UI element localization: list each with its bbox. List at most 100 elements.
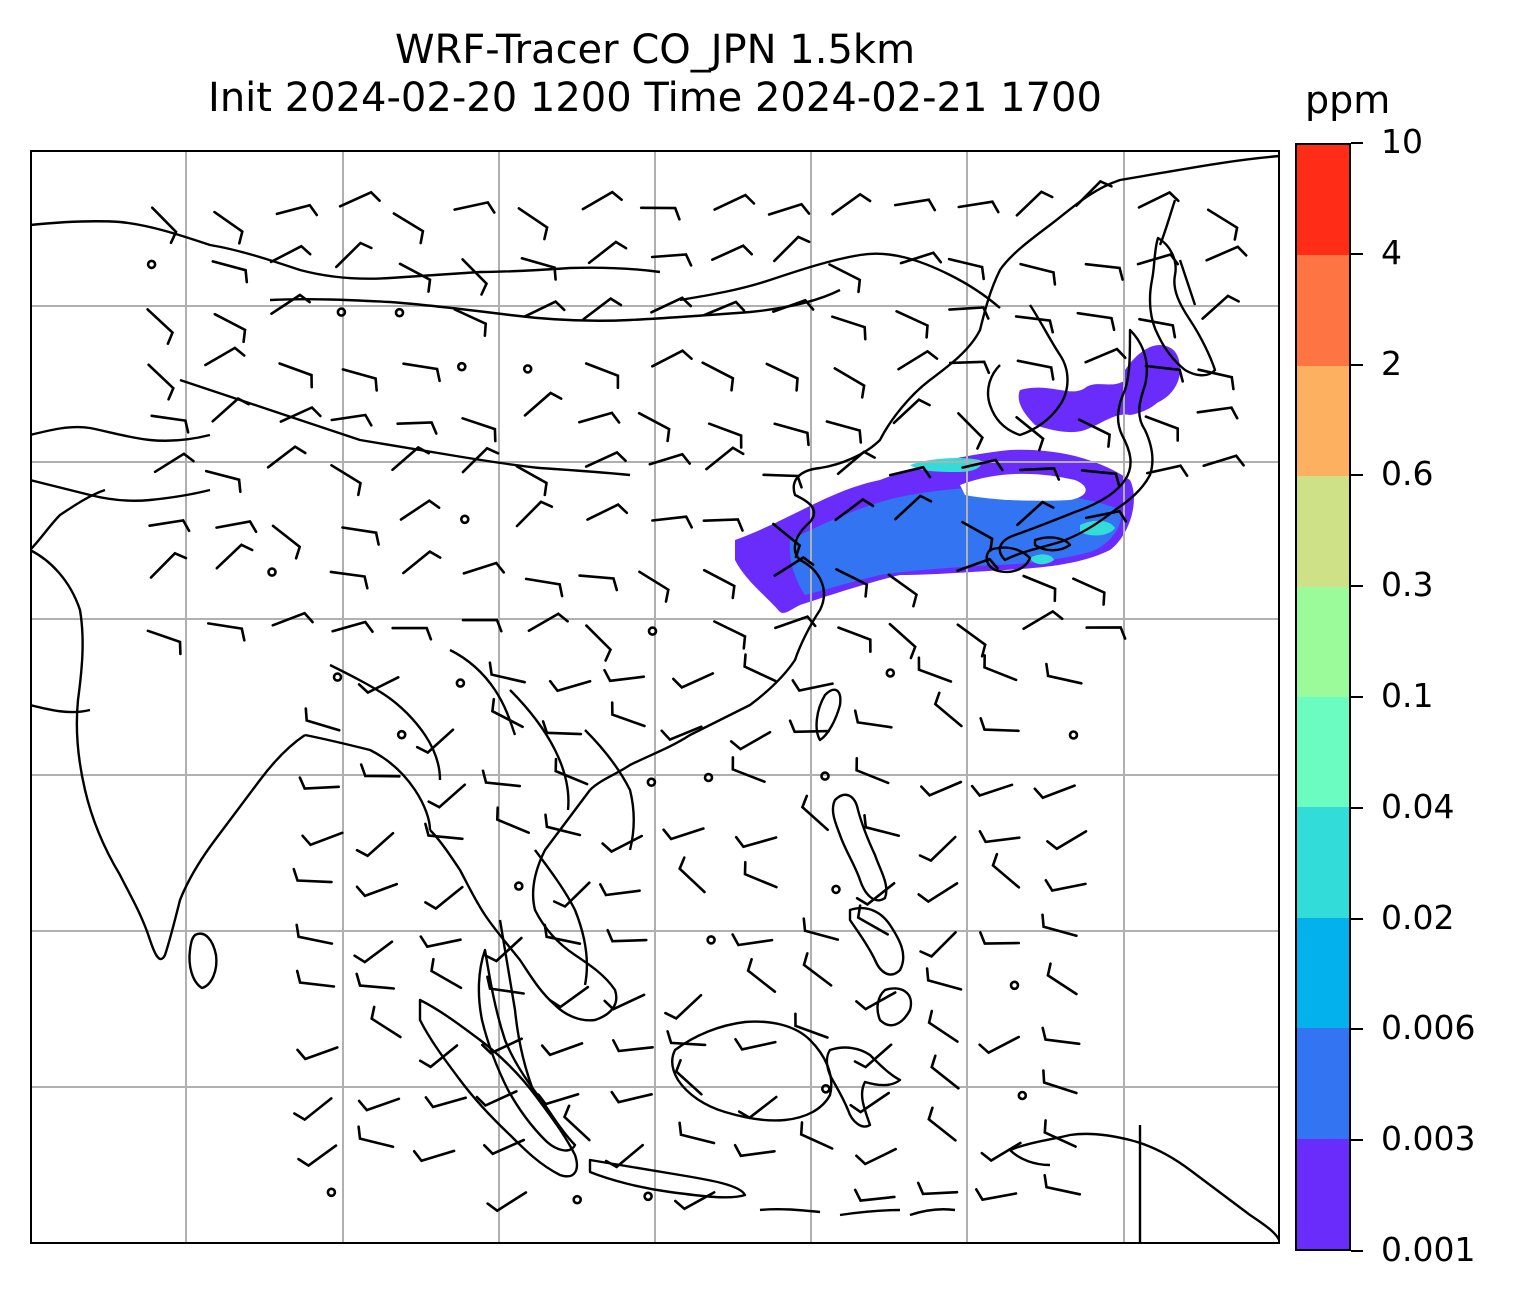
wind-barb [1018,467,1061,481]
calm-wind-marker [820,771,830,781]
wind-barb [399,499,441,521]
wind-barb [424,1096,467,1109]
calm-wind-marker [885,668,896,678]
calm-wind-marker [513,881,524,891]
wind-barb [650,296,693,314]
wind-barb [664,993,703,1020]
wind-barb [491,697,524,729]
wind-barb [1022,609,1064,631]
calm-wind-markers [146,259,1079,1205]
wind-barb [856,904,889,936]
tracer-plume [735,345,1180,613]
wind-barb [357,676,400,695]
wind-barb [1206,208,1239,241]
wind-barb [461,446,500,474]
wind-barb [1138,317,1177,339]
wind-barb [370,1005,402,1039]
wind-barb [672,672,715,689]
coast-borneo [670,1020,833,1122]
wind-barb [586,503,629,521]
wind-barb [1042,1069,1078,1095]
wind-barb [298,776,340,790]
wind-barb [402,550,442,575]
wind-barb [603,668,646,683]
wind-barb [357,1125,395,1149]
calm-wind-marker [1017,1090,1028,1101]
wind-barb [353,940,394,964]
wind-barb [147,363,175,401]
calm-wind-marker [336,307,347,317]
wind-barb [639,206,681,221]
wind-barb [271,611,314,627]
border-laos-vietnam [509,689,635,851]
wind-barb [1044,879,1087,892]
wind-barb [537,1093,580,1106]
colorbar-segment [1297,144,1349,256]
wind-barb [637,411,671,443]
wind-barb [899,251,943,265]
wind-barb [853,1043,893,1069]
wind-barb [833,367,866,399]
wind-barb [541,720,583,736]
wind-barb [148,518,191,533]
wind-barb [304,707,341,732]
coast-india [30,548,306,961]
wind-barb [355,882,399,898]
wind-barb [418,1044,459,1069]
wind-barb [206,622,246,642]
plume-white-gap [960,473,1086,501]
wind-barb [734,1038,777,1051]
wind-barb [292,867,333,884]
wind-barb [666,1030,707,1047]
wind-barb [453,308,488,337]
wind-barb [481,1037,523,1055]
wind-barb [215,543,254,570]
wind-barb [279,405,322,423]
border-kazakh [30,425,211,502]
wind-barb [961,458,1004,472]
wind-barb [638,570,670,603]
wind-barb [1076,311,1116,332]
map-panel [30,150,1280,1244]
wind-barb [1136,252,1180,266]
wind-barb [296,1046,339,1061]
wind-barb [424,885,464,911]
wind-barb [743,653,777,683]
wind-barb [648,452,691,466]
wind-barb [453,200,496,214]
colorbar-segment [1297,696,1349,808]
wind-barb [524,577,564,598]
wind-barb [585,624,613,662]
wind-barb [737,1095,778,1120]
colorbar-tick-label: 0.1 [1381,676,1434,715]
wind-barb [731,933,774,947]
wind-barb [1016,359,1055,381]
wind-barb [888,465,932,479]
wind-barb [825,420,863,444]
colorbar-tick-mark [1351,806,1363,809]
wind-barb [1144,364,1184,383]
border-himalaya [179,378,631,477]
coast-malay-peninsula [477,948,577,1152]
wind-barb [396,421,438,435]
wind-barb [802,917,840,941]
wind-barb [853,709,893,729]
wind-barb [146,629,182,656]
calm-wind-marker [146,259,157,270]
wind-barb [743,860,778,889]
coast-sumatra [418,998,579,1178]
wind-barb [552,881,591,909]
wind-barb [330,464,362,497]
wind-barb [930,1054,960,1090]
wind-barb [917,656,953,683]
wind-barb [767,202,811,216]
wind-barb [462,561,506,575]
wind-barb [1033,784,1076,800]
wind-barb [599,883,641,897]
wind-barb [1077,418,1111,448]
wind-barb [1205,245,1248,262]
calm-wind-marker [394,307,405,318]
wind-barb [427,783,467,809]
wind-barb [734,835,778,849]
wind-barb [678,856,706,894]
